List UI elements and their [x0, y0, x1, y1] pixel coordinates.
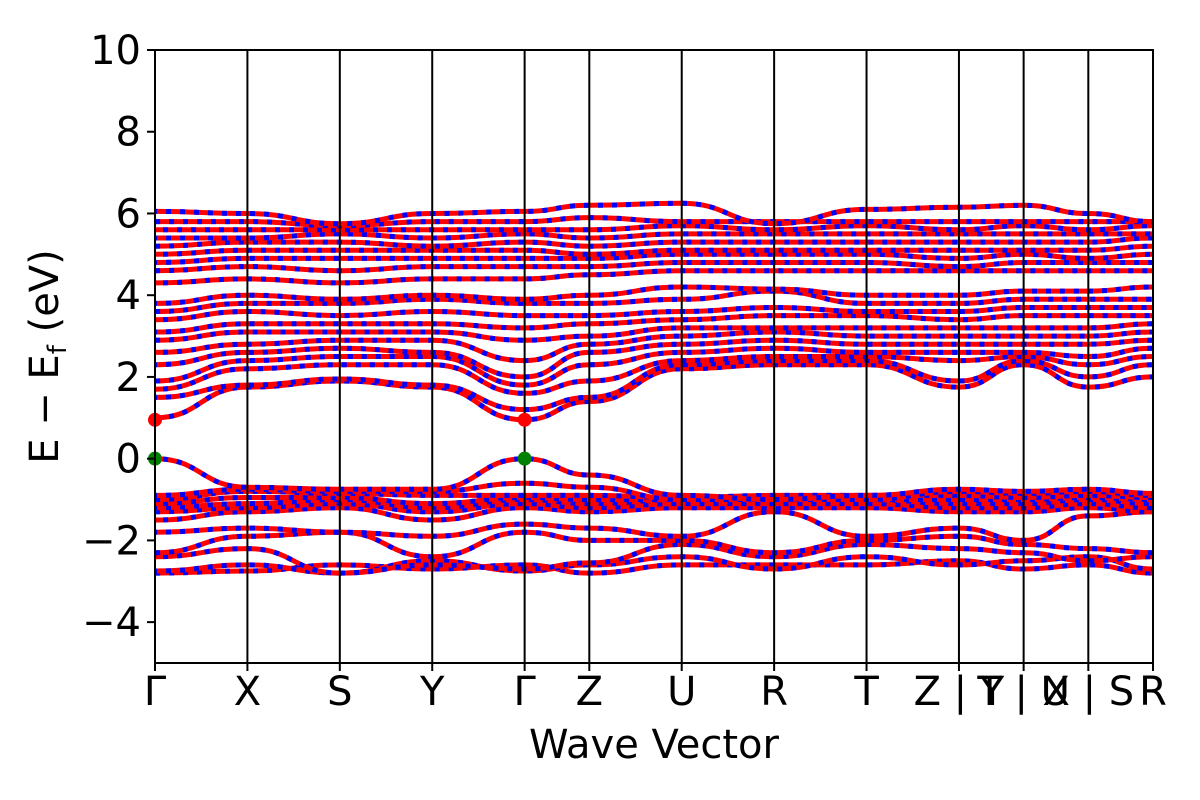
- y-axis-title-main: E − E: [22, 354, 68, 464]
- band-18-spin-down: [154, 329, 1154, 364]
- x-tick-label: T: [853, 669, 879, 715]
- band-29-spin-down: [154, 231, 1153, 241]
- band-20-spin-down: [154, 313, 1153, 335]
- y-axis-title-unit-text: (eV): [22, 249, 68, 332]
- band-28-spin-up: [154, 235, 1154, 249]
- band-13-spin-up: [154, 362, 1154, 423]
- band-12-spin-down: [154, 456, 1154, 503]
- band-24-spin-down: [154, 268, 1153, 286]
- y-axis-title: E − Ef (eV): [22, 249, 73, 464]
- kpath-lines: [246, 50, 1090, 663]
- y-tick-label: 8: [116, 110, 141, 156]
- y-axis-ticks: −4 −2 0 2 4 6 8 10: [82, 28, 155, 646]
- vbm-marker: [517, 451, 532, 466]
- x-tick-label: X | S: [1042, 669, 1134, 715]
- y-tick-label: 0: [116, 437, 141, 483]
- y-axis-title-unit: [22, 332, 68, 345]
- y-axis-title-subscript: f: [43, 344, 73, 354]
- band-6-spin-down: [154, 505, 1154, 523]
- band-13-spin-down: [154, 362, 1154, 423]
- x-tick-label: R: [760, 669, 788, 715]
- band-29-spin-up: [154, 231, 1153, 241]
- x-tick-label: Γ: [144, 669, 167, 715]
- band-17-spin-down: [154, 337, 1154, 380]
- y-tick-label: 4: [116, 273, 141, 319]
- x-tick-label: X: [234, 669, 261, 715]
- y-tick-label: 2: [116, 355, 141, 401]
- band-26-spin-down: [154, 251, 1154, 265]
- x-tick-label: Y: [419, 669, 445, 715]
- band-16-spin-down: [154, 345, 1154, 388]
- bands-layer: [154, 200, 1154, 576]
- x-tick-label: Γ: [513, 669, 536, 715]
- y-tick-label: −2: [82, 518, 141, 564]
- x-tick-label: U: [667, 669, 696, 715]
- x-tick-label: T | U: [976, 669, 1070, 715]
- band-3-spin-up: [154, 541, 1154, 576]
- x-tick-label: Z | Y: [914, 669, 1005, 715]
- plot-frame: [154, 49, 1154, 664]
- y-tick-label: −4: [82, 600, 141, 646]
- x-tick-label: Z: [576, 669, 603, 715]
- cbm-marker: [517, 412, 532, 427]
- y-tick-label: 10: [90, 28, 141, 74]
- y-tick-label: 6: [116, 191, 141, 237]
- band-19-spin-down: [154, 321, 1154, 343]
- x-axis-title: Wave Vector: [529, 722, 780, 768]
- band-32-spin-down: [154, 200, 1154, 227]
- band-23-spin-down: [154, 284, 1154, 306]
- band-14-spin-down: [154, 358, 1154, 413]
- band-22-spin-down: [154, 288, 1153, 314]
- x-tick-label: S: [327, 669, 352, 715]
- band-21-spin-down: [154, 304, 1153, 323]
- x-tick-label: R: [1139, 669, 1167, 715]
